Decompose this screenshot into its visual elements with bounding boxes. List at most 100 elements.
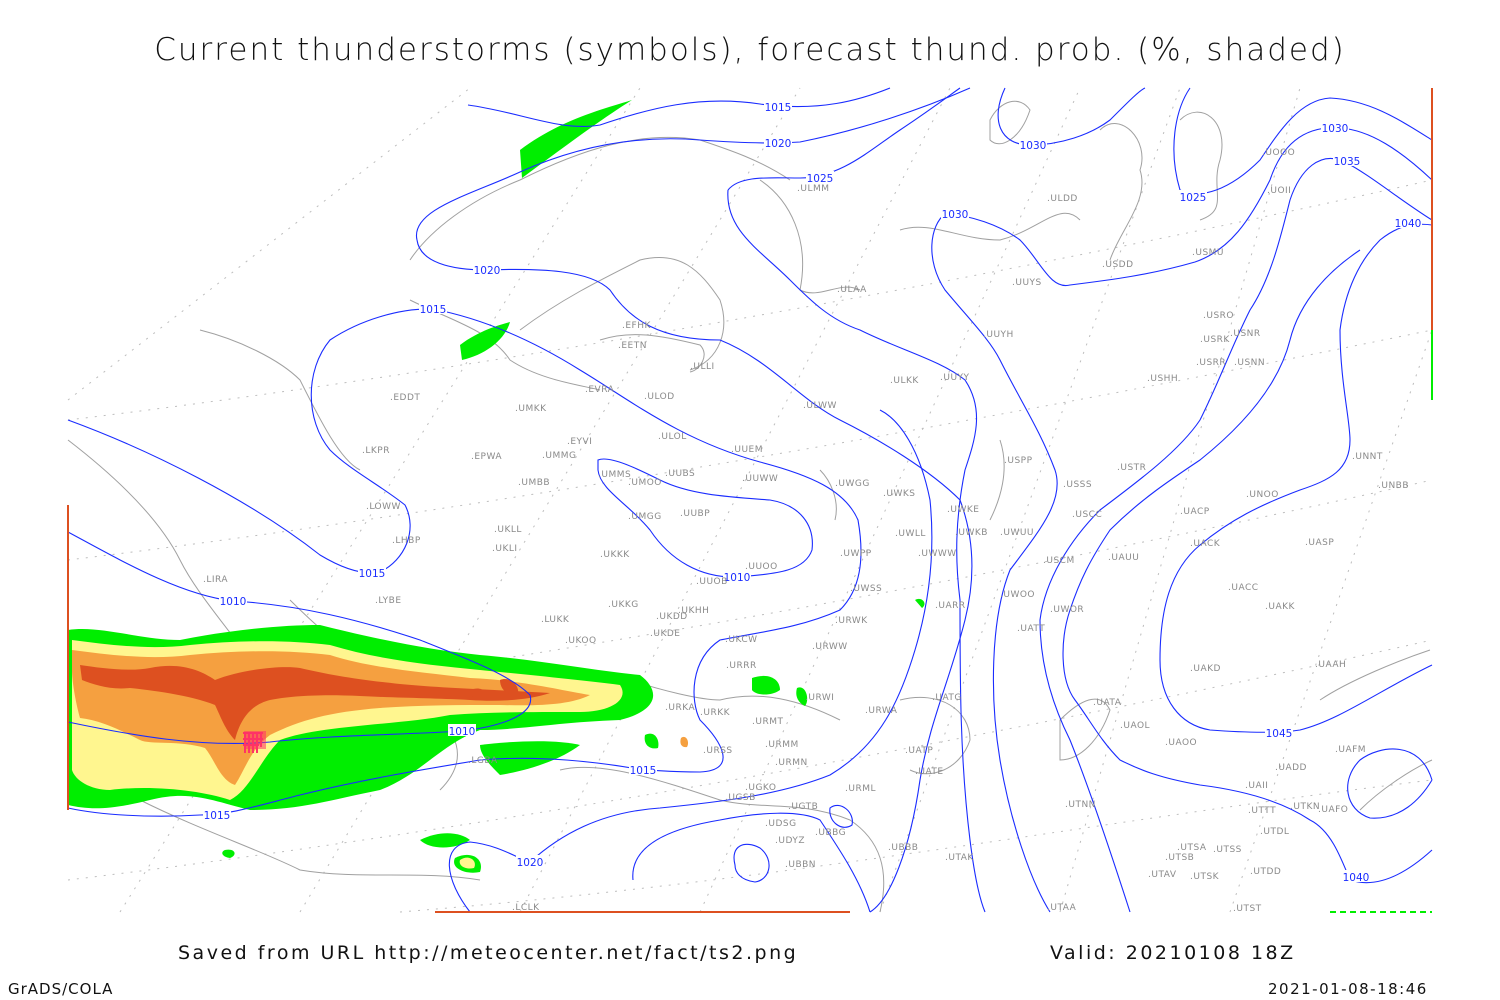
isobar-label: 1045 [1266, 728, 1293, 740]
station-label: .LOWW [366, 502, 401, 512]
isobar-label-bg [1394, 216, 1422, 228]
prob-low-area [222, 849, 235, 858]
station-label: .UAII [1245, 781, 1268, 791]
isobar-label-bg [358, 566, 386, 578]
isobar-label: 1020 [517, 857, 544, 869]
isobar-label: 1015 [204, 810, 231, 822]
station-label: .UWPP [840, 549, 872, 559]
isobar-label: 1030 [1020, 140, 1047, 152]
thunderstorm-symbol-icon [251, 744, 255, 753]
station-label: .UTDL [1260, 827, 1289, 837]
isobar-label-bg [1333, 154, 1361, 166]
station-label: .UATE [915, 767, 944, 777]
coastline [1099, 123, 1143, 261]
coastline [899, 212, 1081, 241]
station-label: .UMGG [628, 512, 662, 522]
station-label: .UWKB [955, 528, 988, 538]
station-label: .UWLL [895, 529, 926, 539]
source-url-text: Saved from URL http://meteocenter.net/fa… [178, 942, 799, 964]
station-label: .UAOL [1120, 721, 1150, 731]
isobar-label: 1010 [449, 726, 476, 738]
station-label: .LIRA [203, 575, 228, 585]
coastline [989, 100, 1031, 145]
station-label: .UOOO [1262, 148, 1295, 158]
prob-max-area [500, 679, 519, 696]
coastline [899, 696, 971, 775]
station-label: .UAKK [1265, 602, 1296, 612]
station-label: .UWKS [883, 489, 915, 499]
map-edges [67, 88, 1433, 913]
station-label: .UUBS [665, 469, 695, 479]
station-label: .UKOO [565, 636, 597, 646]
isobar-line [931, 127, 1433, 913]
station-label: .USMU [1192, 248, 1224, 258]
station-label: .UOII [1267, 186, 1291, 196]
thunderstorm-symbol-icon [247, 744, 251, 753]
software-credit: GrADS/COLA [8, 980, 114, 998]
isobar-label-bg [1019, 138, 1047, 150]
thunderstorm-probability-shading [68, 100, 925, 873]
station-label: .UKKK [600, 550, 630, 560]
station-label: .EPWA [471, 452, 502, 462]
station-label: .UTAV [1148, 870, 1177, 880]
station-label: .EDDT [390, 393, 420, 403]
graticule-line [67, 329, 1433, 561]
station-label: .UGTB [788, 802, 818, 812]
graticule-line [67, 479, 1433, 721]
station-label: .EVRA [585, 385, 615, 395]
station-label: .URML [845, 784, 876, 794]
coastline [559, 766, 885, 913]
station-label: .ULOD [644, 392, 675, 402]
station-label: .UUEM [731, 445, 763, 455]
station-label: .USPP [1004, 456, 1033, 466]
isobar-label-bg [1265, 726, 1293, 738]
coastline [1179, 111, 1223, 221]
isobar-label-bg [941, 207, 969, 219]
station-label: .USTR [1117, 463, 1146, 473]
station-label: .EETN [618, 341, 647, 351]
station-label: .UTSB [1165, 853, 1194, 863]
station-label: .UWOR [1050, 605, 1084, 615]
thunderstorm-symbol-icon [243, 744, 247, 753]
graticule-line [67, 87, 471, 401]
graticule-line [699, 87, 1081, 913]
station-label: .ULWW [803, 401, 837, 411]
station-label: .USNN [1234, 358, 1265, 368]
station-label: .UAOO [1165, 738, 1197, 748]
isobar-label: 1025 [807, 173, 834, 185]
station-label: .USHH [1147, 374, 1178, 384]
station-label: .UASP [1305, 538, 1334, 548]
prob-high-area [680, 736, 689, 748]
station-label: .UTSS [1213, 845, 1242, 855]
graticule-line [519, 87, 951, 913]
station-label: .UUYY [940, 373, 970, 383]
station-label: .URWK [835, 616, 868, 626]
coastline [139, 799, 481, 881]
isobar-line [1062, 249, 1433, 884]
chart-title: Current thunderstorms (symbols), forecas… [154, 32, 1346, 68]
station-label: .URKA [665, 703, 695, 713]
station-label: .URMM [765, 740, 799, 750]
prob-low-area [915, 598, 925, 608]
station-label: .UAFO [1318, 805, 1348, 815]
station-label: .UATP [905, 746, 933, 756]
station-label: .URWA [865, 706, 898, 716]
isobar-line [727, 87, 961, 191]
station-label: .UTST [1233, 904, 1262, 914]
station-label: .UBBG [815, 828, 846, 838]
station-label: .UKDE [650, 629, 680, 639]
prob-mid-area [459, 857, 475, 869]
thunderstorm-symbol-icon [259, 738, 263, 747]
station-label: .ULOL [658, 432, 687, 442]
coastline [519, 256, 725, 371]
coastline [599, 334, 705, 373]
coastline [199, 329, 361, 471]
station-label: .UACK [1190, 539, 1221, 549]
coastline [1059, 698, 1111, 761]
station-label: .LKPR [362, 446, 390, 456]
station-label: .UACP [1180, 507, 1210, 517]
station-label: .UWUU [1000, 528, 1034, 538]
station-label: .UWWW [918, 549, 957, 559]
thunderstorm-symbol-icon [255, 744, 259, 753]
